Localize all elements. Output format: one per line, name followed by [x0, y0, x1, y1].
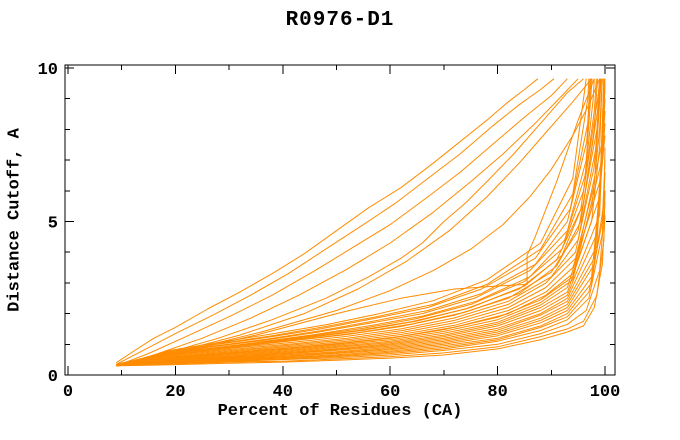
model-curve: [116, 78, 590, 366]
y-tick-label: 5: [48, 215, 58, 234]
model-curve: [116, 78, 605, 366]
x-tick-label: 40: [273, 383, 293, 402]
y-axis-label: Distance Cutoff, A: [5, 128, 25, 312]
axis-ticks: [65, 65, 615, 376]
model-curve: [116, 78, 584, 365]
model-curve: [116, 78, 539, 364]
x-tick-label: 0: [63, 383, 73, 402]
x-tick-label: 20: [165, 383, 185, 402]
x-tick-label: 60: [380, 383, 400, 402]
model-curve: [116, 78, 597, 367]
x-tick-label: 80: [487, 383, 507, 402]
model-curve: [116, 78, 603, 367]
model-curve: [116, 78, 602, 367]
model-curve: [116, 78, 595, 367]
model-curves: [116, 78, 606, 367]
model-curve: [116, 89, 606, 366]
model-curve: [116, 78, 605, 366]
model-curve: [116, 78, 568, 367]
y-tick-labels: 0 5 10: [38, 61, 58, 387]
model-curve: [116, 78, 595, 366]
model-curve: [116, 78, 593, 367]
plot-frame: [64, 64, 616, 376]
x-axis-label: Percent of Residues (CA): [217, 402, 463, 421]
model-curve: [116, 78, 587, 367]
model-curve: [116, 78, 579, 367]
model-curve: [116, 78, 598, 366]
model-curve: [116, 110, 606, 366]
y-tick-label: 0: [48, 368, 58, 387]
model-curve: [116, 172, 606, 367]
model-curve: [116, 78, 605, 367]
model-curve: [116, 78, 592, 367]
model-curve: [116, 123, 606, 367]
model-curve: [116, 203, 606, 366]
model-curve: [116, 78, 601, 365]
model-curve: [116, 78, 555, 365]
x-tick-labels: 0 20 40 60 80 100: [63, 383, 620, 402]
model-curve: [116, 78, 603, 366]
x-tick-label: 100: [590, 383, 621, 402]
model-curve: [116, 190, 606, 367]
y-tick-label: 10: [38, 61, 58, 80]
model-curve: [116, 78, 602, 366]
model-curve: [116, 147, 606, 367]
model-curve: [116, 215, 606, 367]
chart-title: R0976-D1: [285, 9, 395, 32]
